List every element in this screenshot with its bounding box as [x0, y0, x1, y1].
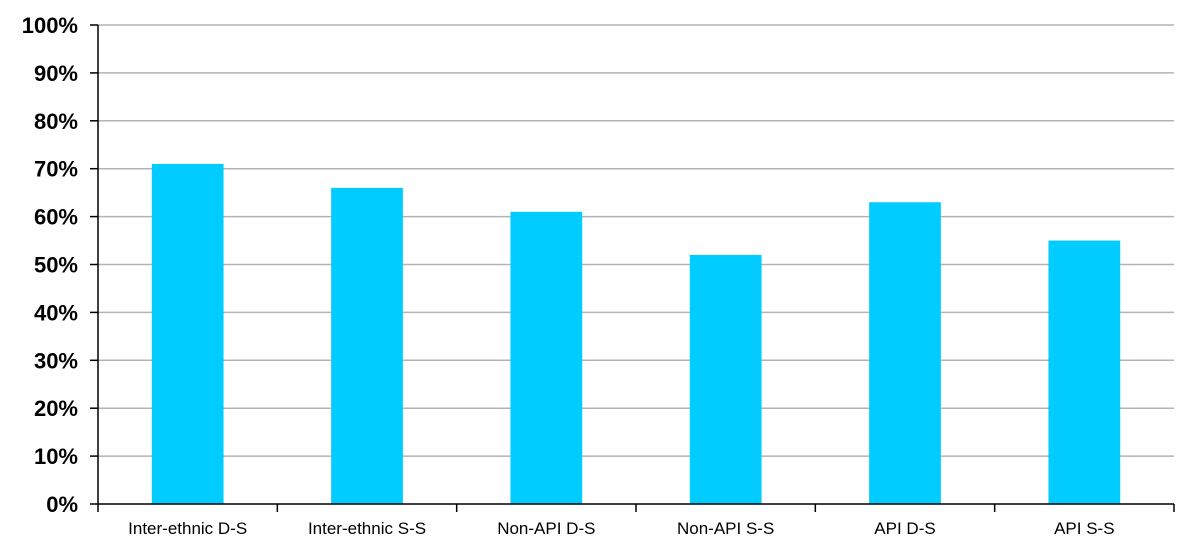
bar [869, 202, 941, 505]
bar [689, 254, 762, 504]
y-tick-labels: 0% 10% 20% 30% 40% 50% 60% 70% 80% 90% 100% [22, 13, 78, 517]
bars [151, 163, 1121, 505]
bar [331, 187, 403, 505]
x-tick-label: Non-API D-S [497, 519, 595, 538]
x-tick-label: API D-S [874, 519, 935, 538]
y-tick-label: 30% [34, 348, 78, 373]
y-tick-label: 70% [34, 157, 78, 182]
bar [510, 211, 583, 504]
bar [1048, 240, 1121, 505]
y-tick-label: 80% [34, 109, 78, 134]
y-tick-label: 90% [34, 61, 78, 86]
x-tick-label: Non-API S-S [677, 519, 774, 538]
axes [90, 24, 1175, 512]
x-tick-label: Inter-ethnic D-S [128, 519, 247, 538]
bar [151, 163, 224, 504]
x-tick-label: API S-S [1054, 519, 1114, 538]
y-tick-label: 0% [46, 492, 78, 517]
x-tick-labels: Inter-ethnic D-S Inter-ethnic S-S Non-API … [128, 519, 1114, 538]
y-tick-label: 100% [22, 13, 78, 38]
gridlines [98, 24, 1174, 457]
y-tick-label: 40% [34, 300, 78, 325]
y-tick-label: 50% [34, 253, 78, 278]
y-tick-label: 10% [34, 444, 78, 469]
y-tick-label: 20% [34, 396, 78, 421]
y-tick-label: 60% [34, 205, 78, 230]
x-tick-label: Inter-ethnic S-S [308, 519, 426, 538]
